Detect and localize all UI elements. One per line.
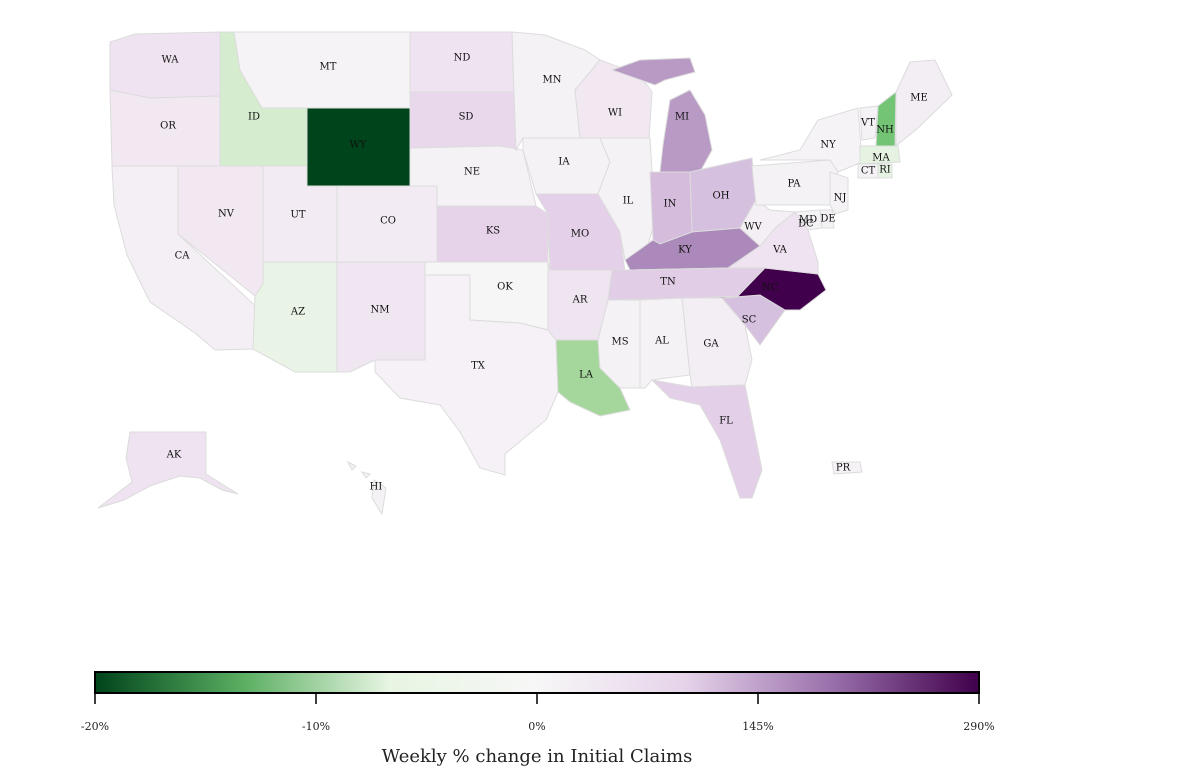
state-label-ri: RI [879, 165, 891, 176]
legend-color-bar [94, 671, 980, 694]
state-vt [859, 105, 879, 141]
state-label-ar: AR [572, 295, 588, 306]
state-label-wa: WA [161, 55, 179, 66]
state-pr [831, 461, 863, 475]
state-label-co: CO [380, 216, 396, 227]
state-nm [336, 261, 426, 373]
state-label-tx: TX [471, 361, 486, 372]
state-nh [875, 90, 897, 147]
state-label-nv: NV [218, 209, 235, 220]
state-label-oh: OH [713, 191, 730, 202]
state-label-ca: CA [175, 251, 191, 262]
state-label-in: IN [664, 199, 677, 210]
state-label-pr: PR [836, 463, 851, 474]
state-label-ok: OK [497, 282, 513, 293]
state-label-dc: DC [798, 219, 814, 230]
state-ak [97, 431, 239, 509]
state-hi [346, 460, 387, 516]
state-label-ky: KY [678, 245, 692, 256]
state-label-mi: MI [675, 112, 689, 123]
legend-tick-label: -10% [302, 720, 330, 733]
state-label-ut: UT [290, 210, 305, 221]
state-label-fl: FL [719, 416, 733, 427]
state-label-nh: NH [876, 125, 894, 136]
state-label-vt: VT [860, 118, 875, 129]
state-label-il: IL [623, 196, 634, 207]
state-label-sc: SC [742, 315, 757, 326]
state-dc [803, 219, 811, 227]
state-label-ct: CT [861, 166, 876, 177]
state-label-or: OR [160, 121, 176, 132]
state-label-sd: SD [459, 112, 474, 123]
state-fl [650, 379, 763, 499]
state-label-id: ID [248, 112, 260, 123]
state-label-wi: WI [608, 108, 622, 119]
state-label-wy: WY [350, 140, 367, 151]
state-ny [759, 107, 863, 173]
state-label-mn: MN [543, 75, 562, 86]
legend-tick-label: 0% [528, 720, 545, 733]
state-label-ms: MS [611, 337, 628, 348]
state-label-la: LA [579, 370, 594, 381]
state-label-nd: ND [454, 53, 471, 64]
state-label-hi: HI [370, 482, 383, 493]
color-legend: -20% -10% 0% 145% 290% Weekly % change in In… [81, 671, 995, 767]
state-label-de: DE [820, 214, 835, 225]
state-label-nm: NM [371, 305, 390, 316]
state-ks [436, 205, 549, 263]
state-label-md: MD [799, 215, 817, 226]
state-ri [877, 163, 893, 179]
state-mi [610, 57, 713, 173]
state-labels-layer: WA OR CA ID NV AZ MT WY UT CO NM ND SD NE KS OK TX MN IA MO… [160, 53, 928, 493]
state-label-az: AZ [290, 307, 305, 318]
state-label-ga: GA [703, 339, 719, 350]
legend-tick-label: 145% [742, 720, 773, 733]
state-label-mt: MT [320, 62, 337, 73]
state-label-me: ME [910, 93, 928, 104]
states-layer [97, 31, 953, 516]
state-label-wv: WV [744, 222, 762, 233]
state-tx [374, 274, 559, 476]
state-nc [699, 267, 827, 311]
state-label-va: VA [772, 245, 788, 256]
state-label-al: AL [654, 336, 669, 347]
state-label-ks: KS [486, 226, 500, 237]
state-label-ak: AK [166, 450, 182, 461]
state-label-pa: PA [787, 179, 801, 190]
state-label-ia: IA [558, 157, 570, 168]
state-ma [859, 145, 901, 165]
legend-ticks: -20% -10% 0% 145% 290% [81, 693, 995, 733]
state-label-tn: TN [660, 277, 676, 288]
legend-tick-label: 290% [963, 720, 994, 733]
state-label-nj: NJ [834, 193, 847, 204]
state-label-mo: MO [571, 229, 589, 240]
legend-tick-label: -20% [81, 720, 109, 733]
state-label-ne: NE [464, 167, 480, 178]
state-label-nc: NC [762, 283, 779, 294]
state-nj [829, 171, 849, 215]
state-label-ny: NY [820, 140, 836, 151]
state-label-ma: MA [872, 153, 890, 164]
legend-title: Weekly % change in Initial Claims [382, 746, 693, 767]
